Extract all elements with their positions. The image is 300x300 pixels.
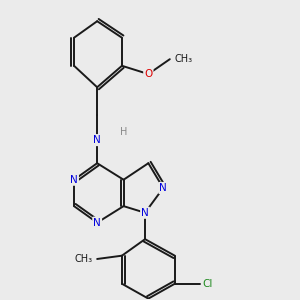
Text: N: N: [141, 208, 149, 218]
Text: N: N: [159, 183, 167, 193]
Text: N: N: [70, 175, 78, 185]
Text: CH₃: CH₃: [75, 254, 93, 264]
Text: H: H: [120, 127, 127, 137]
Text: N: N: [93, 218, 101, 228]
Text: CH₃: CH₃: [174, 54, 192, 64]
Text: N: N: [93, 135, 101, 145]
Text: Cl: Cl: [202, 279, 213, 289]
Text: O: O: [144, 69, 152, 79]
